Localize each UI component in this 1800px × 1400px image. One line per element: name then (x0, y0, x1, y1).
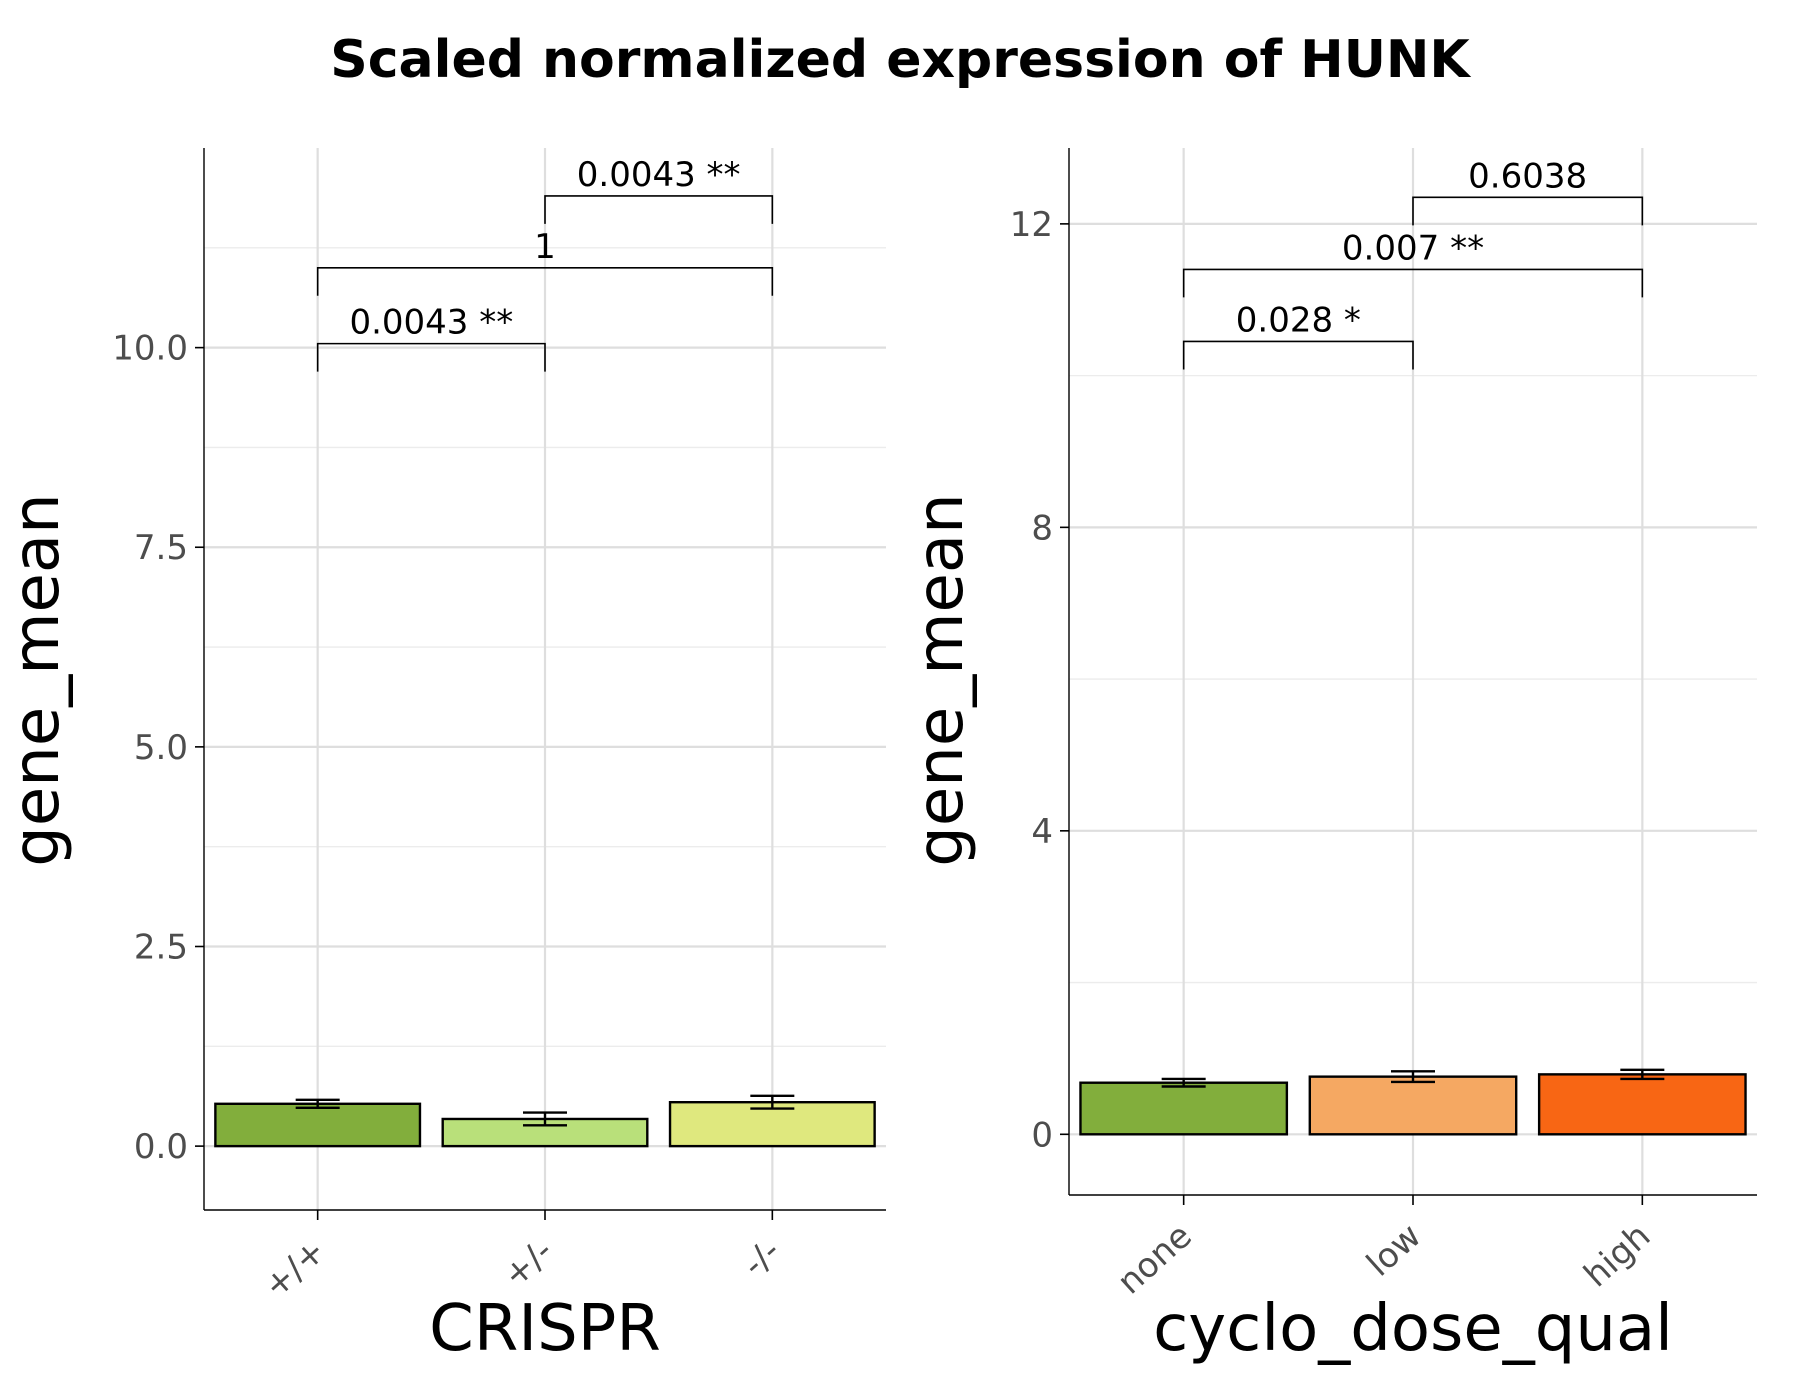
y-tick-label: 5.0 (134, 728, 188, 768)
x-tick-label: high (1576, 1216, 1658, 1295)
y-tick-label: 7.5 (134, 528, 188, 568)
y-tick-label: 8 (1031, 508, 1053, 548)
p-value-label: 0.6038 (1468, 156, 1587, 196)
error-bar (295, 1098, 340, 1109)
p-value-label: 0.028 * (1236, 300, 1361, 340)
error-bar (750, 1094, 795, 1110)
x-axis-title: cyclo_dose_qual (1153, 1292, 1673, 1366)
y-axis-title: gene_mean (0, 493, 74, 866)
error-bar (1391, 1070, 1435, 1084)
p-value-label: 1 (534, 227, 556, 267)
significance-bracket (1182, 268, 1644, 298)
p-value-label: 0.007 ** (1342, 228, 1484, 268)
bar-1 (1308, 1075, 1518, 1136)
p-value-label: 0.0043 ** (577, 155, 741, 195)
y-tick-label: 12 (1010, 205, 1053, 245)
panel-crispr: 0.0 2.5 5.0 7.5 10.0 +/+ +/- -/- 0.0043 ** 1 0.004… (0, 148, 886, 1366)
bar-0 (214, 1102, 422, 1148)
y-axis-title: gene_mean (904, 493, 978, 866)
x-tick-label: -/- (735, 1231, 789, 1285)
x-tick-label: none (1110, 1216, 1200, 1302)
x-tick-label: low (1359, 1216, 1429, 1285)
x-tick-label: +/+ (256, 1231, 334, 1307)
panel-cyclo-dose: 0 4 8 12 none low high 0.028 * 0.007 ** 0.6038 cyc… (904, 148, 1757, 1366)
significance-bracket (316, 266, 774, 296)
bar-2 (1537, 1073, 1747, 1136)
significance-bracket (544, 195, 774, 224)
significance-bracket (316, 342, 546, 372)
error-bar (1620, 1068, 1665, 1081)
error-bar (523, 1111, 567, 1127)
bar-0 (1079, 1081, 1289, 1136)
chart-title: Scaled normalized expression of HUNK (330, 30, 1470, 90)
x-tick-label: +/- (495, 1231, 561, 1296)
error-bar (1161, 1077, 1206, 1088)
y-tick-label: 0.0 (134, 1127, 188, 1167)
significance-bracket (1412, 196, 1644, 226)
p-value-label: 0.0043 ** (349, 303, 513, 343)
y-tick-label: 10.0 (112, 329, 188, 369)
y-tick-label: 2.5 (134, 927, 188, 967)
y-tick-label: 0 (1031, 1115, 1053, 1155)
x-axis-title: CRISPR (429, 1292, 661, 1366)
significance-bracket (1182, 340, 1414, 370)
y-tick-label: 4 (1031, 812, 1053, 852)
